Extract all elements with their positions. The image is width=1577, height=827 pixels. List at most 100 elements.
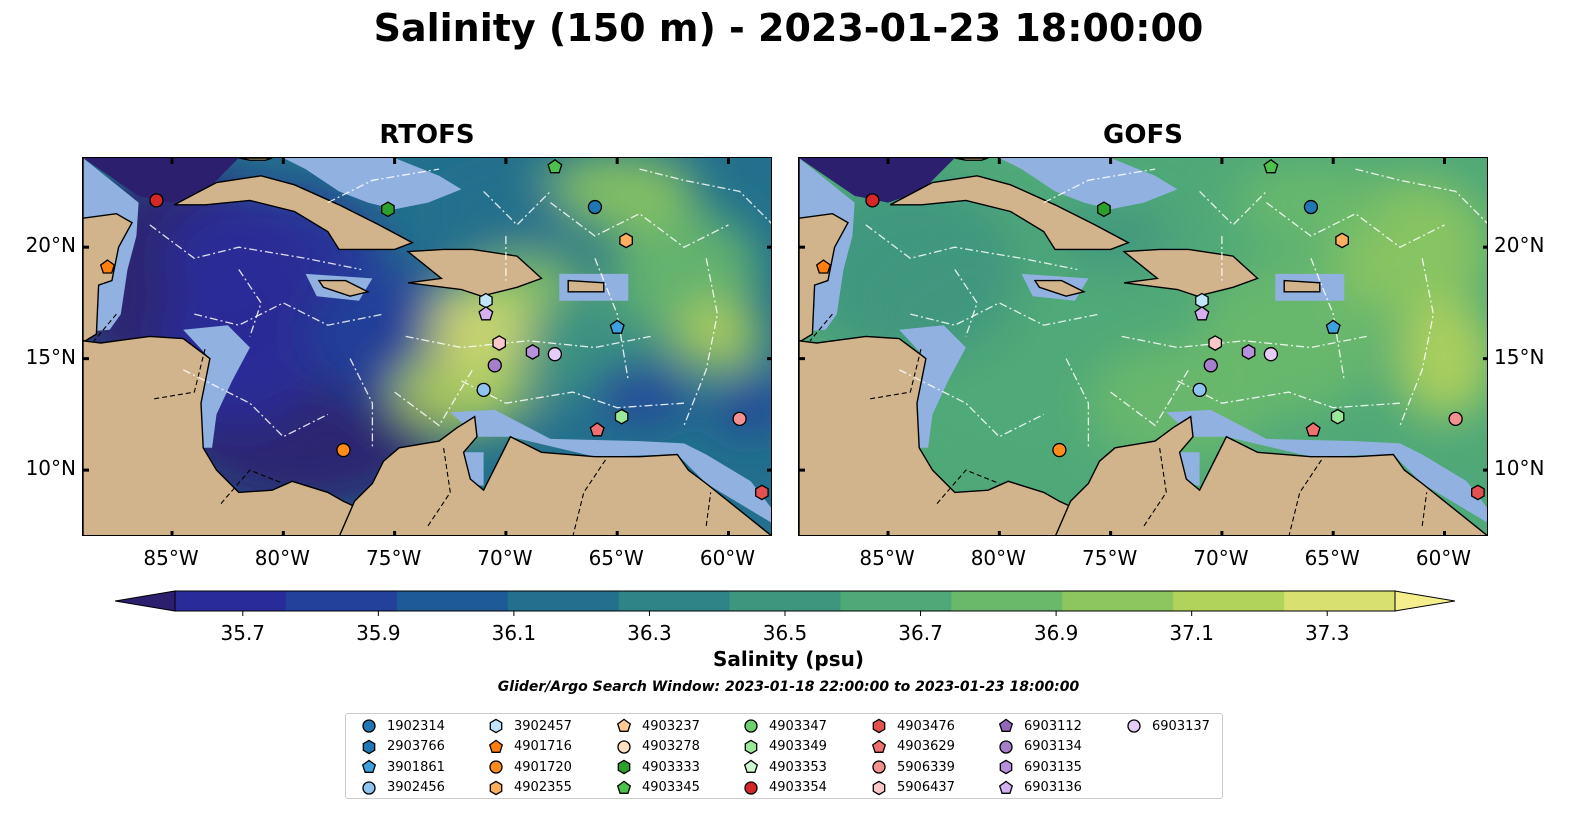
- legend-label: 4903629: [897, 739, 955, 754]
- eez-boundary: [1310, 258, 1345, 382]
- salinity-region: [537, 158, 698, 232]
- legend-marker-shape: [744, 780, 758, 795]
- land-hispaniola: [406, 248, 543, 297]
- legend-item: 4903354: [742, 778, 827, 798]
- legend-marker-shape: [617, 739, 631, 754]
- colorbar-tick-label: 36.3: [627, 621, 672, 645]
- land-florida: [954, 158, 989, 161]
- legend-item: 4903237: [615, 716, 700, 736]
- salinity-region: [715, 373, 771, 434]
- legend-marker: [362, 739, 376, 754]
- float-marker-5906339: [732, 411, 747, 426]
- legend-label: 1902314: [387, 718, 445, 734]
- legend-item: 6903137: [1125, 716, 1210, 736]
- eez-boundary: [550, 202, 729, 248]
- legend-item: 3901861: [360, 757, 445, 777]
- float-marker-4903333: [381, 201, 395, 218]
- colorbar-segment: [951, 591, 1063, 611]
- float-marker-4901720: [336, 442, 351, 458]
- float-marker-4903476: [755, 484, 769, 501]
- float-marker-4903629: [1305, 421, 1321, 437]
- float-marker-4903349: [614, 408, 629, 425]
- legend-label: 4903347: [769, 718, 827, 734]
- legend-label: 4902355: [514, 780, 572, 795]
- country-border: [154, 347, 206, 400]
- colorbar-segment: [507, 591, 620, 611]
- colorbar-tick-label: 36.9: [1033, 621, 1079, 645]
- float-marker-6903137: [547, 347, 563, 362]
- legend-marker-shape: [362, 739, 376, 754]
- legend-marker: [616, 780, 632, 794]
- float-marker-4902355: [1335, 232, 1349, 249]
- eez-boundary: [461, 380, 685, 409]
- legend-item: 4901716: [487, 737, 572, 757]
- float-marker-5906437: [492, 335, 507, 351]
- salinity-region: [800, 179, 1021, 360]
- legend-label: 6903135: [1024, 759, 1082, 775]
- float-marker-1902314: [1303, 199, 1319, 215]
- land-puerto-rico: [1283, 279, 1321, 293]
- country-border: [93, 313, 117, 342]
- lon-tick-label: 70°W: [477, 546, 533, 570]
- colorbar-segment: [1062, 591, 1174, 611]
- legend-item: 4903333: [615, 757, 700, 777]
- colorbar-segment: [729, 591, 841, 611]
- legend-marker: [744, 739, 758, 754]
- lat-tick-label-left: 15°N: [25, 344, 76, 369]
- legend-item: 4903345: [615, 778, 700, 798]
- legend-marker: [489, 780, 503, 795]
- panel-title-gofs: GOFS: [1103, 120, 1183, 150]
- eez-boundary: [865, 224, 1078, 271]
- lon-tick-label: 75°W: [365, 546, 422, 570]
- eez-boundary: [1399, 258, 1435, 426]
- legend-marker: [872, 760, 886, 774]
- land-jamaica: [1033, 279, 1086, 297]
- eez-boundary: [349, 358, 374, 448]
- legend-marker: [998, 780, 1014, 794]
- land-hispaniola: [1122, 248, 1259, 297]
- float-marker-4903476: [1471, 484, 1485, 501]
- colorbar-extend-low: [115, 590, 176, 612]
- country-border: [1421, 492, 1428, 526]
- legend-marker-shape: [362, 719, 376, 733]
- legend-marker-shape: [617, 759, 631, 775]
- legend-label: 4901720: [514, 759, 572, 775]
- eez-boundary: [405, 335, 651, 349]
- legend-item: 3902456: [360, 778, 445, 798]
- salinity-region: [672, 301, 763, 372]
- legend-label: 5906437: [897, 780, 955, 795]
- land-jamaica: [317, 279, 370, 297]
- legend-marker-shape: [744, 719, 758, 733]
- float-marker-3902456: [1192, 382, 1207, 398]
- legend-label: 4903349: [769, 739, 827, 754]
- legend-item: 5906437: [870, 778, 955, 798]
- gofs-map: [798, 157, 1488, 536]
- country-border: [1143, 447, 1167, 527]
- legend-marker-shape: [489, 760, 503, 774]
- lon-tick-label: 70°W: [1193, 546, 1249, 570]
- float-marker-6903134: [487, 358, 502, 373]
- colorbar-tick-label: 35.9: [356, 621, 401, 645]
- legend-marker-shape: [998, 718, 1014, 732]
- legend-item: 4903278: [615, 737, 700, 757]
- eez-boundary: [1355, 168, 1487, 224]
- float-marker-4903345: [1263, 158, 1279, 174]
- country-border: [870, 347, 922, 400]
- legend-label: 4903333: [642, 759, 700, 775]
- eez-boundary: [683, 258, 719, 426]
- colorbar-segment: [1284, 591, 1396, 611]
- legend-marker: [617, 739, 631, 754]
- salinity-region: [435, 178, 576, 249]
- eez-boundary: [639, 168, 771, 224]
- eez-boundary: [1110, 369, 1190, 427]
- float-marker-4903354: [865, 193, 880, 208]
- float-marker-4903349: [1330, 408, 1345, 425]
- legend-item: 6903134: [997, 737, 1082, 757]
- colorbar-segment: [285, 591, 398, 611]
- country-border: [220, 469, 284, 504]
- legend-item: 2903766: [360, 737, 445, 757]
- colorbar-segment: [175, 591, 287, 611]
- colorbar-tick-label: 36.5: [762, 621, 808, 645]
- lon-tick-label: 65°W: [588, 546, 644, 570]
- legend-label: 6903134: [1024, 739, 1082, 754]
